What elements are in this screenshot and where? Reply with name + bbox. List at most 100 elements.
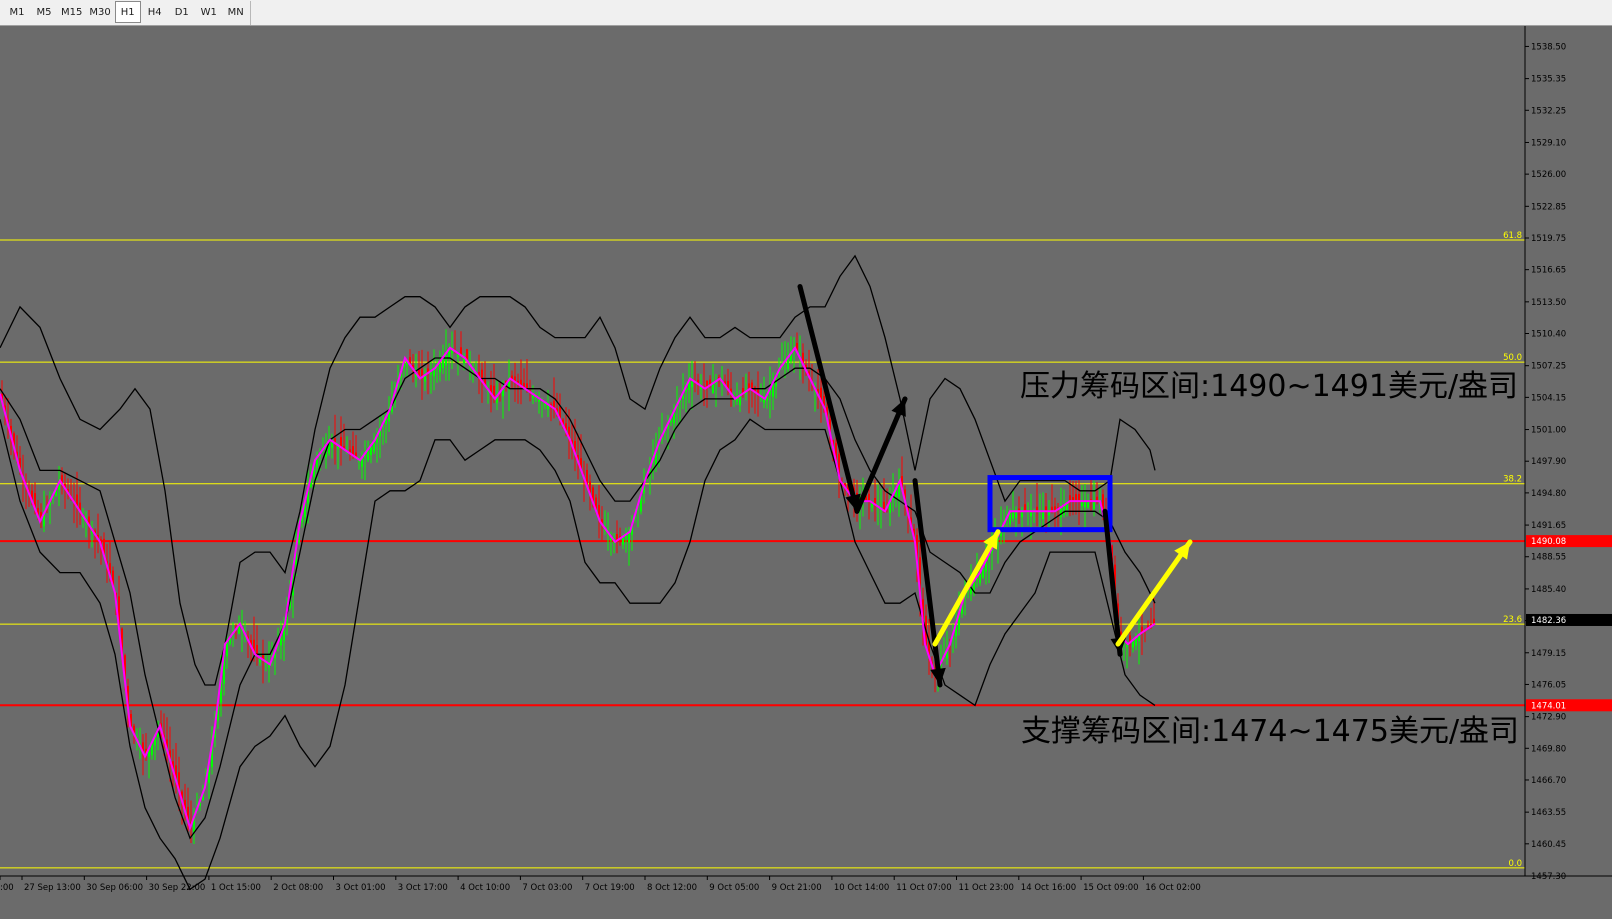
candle-body	[808, 371, 810, 377]
candle-body	[103, 538, 105, 556]
candle-body	[415, 373, 417, 377]
candle-body	[643, 484, 645, 493]
price-axis: 1538.50 1535.35 1532.25 1529.10 1526.00 1522.…	[1524, 26, 1612, 882]
black-trend-arrow-head	[930, 667, 946, 685]
candle-body	[1036, 506, 1038, 512]
candle-body	[991, 548, 993, 553]
candle-body	[250, 640, 252, 647]
timeframe-d1-button[interactable]: D1	[174, 6, 189, 18]
candle-body	[331, 441, 333, 448]
candle-body	[958, 613, 960, 630]
candle-body	[928, 641, 930, 657]
candle-body	[970, 584, 972, 595]
candle-body	[481, 369, 483, 382]
candle-body	[442, 357, 444, 369]
candle-body	[223, 652, 225, 684]
candle-body	[631, 524, 633, 535]
candle-body	[523, 382, 525, 388]
candle-body	[586, 469, 588, 487]
candle-body	[1096, 496, 1098, 502]
price-chart[interactable]: 61.8 50.0 38.2 23.6 0.0 1538.50 1535.35 1532.2…	[0, 26, 1612, 919]
candle-body	[988, 554, 990, 561]
candle-body	[1135, 637, 1137, 646]
time-tick-label: :00	[0, 883, 14, 893]
candle-body	[1084, 501, 1086, 508]
candle-body	[871, 502, 873, 508]
price-tick-label: 1507.25	[1531, 362, 1566, 372]
candle-body	[520, 379, 522, 386]
candle-body	[1009, 511, 1011, 525]
candle-body	[1012, 511, 1014, 519]
candle-body	[463, 357, 465, 364]
time-tick-label: 9 Oct 21:00	[772, 883, 822, 893]
candle-body	[1132, 639, 1134, 648]
candle-body	[874, 498, 876, 505]
candle-body	[256, 644, 258, 656]
price-tick-label: 1526.00	[1531, 170, 1566, 180]
candle-body	[622, 536, 624, 545]
candle-body	[844, 483, 846, 488]
candle-body	[439, 361, 441, 373]
price-tick-label: 1497.90	[1531, 457, 1566, 467]
candle-body	[727, 380, 729, 390]
candle-body	[913, 528, 915, 538]
timeframe-m30-button[interactable]: M30	[89, 6, 111, 18]
candle-body	[43, 513, 45, 527]
candle-body	[424, 375, 426, 382]
candle-body	[559, 406, 561, 420]
price-tick-label: 1494.80	[1531, 489, 1566, 499]
candle-body	[757, 389, 759, 395]
candle-body	[253, 639, 255, 653]
candle-body	[769, 388, 771, 395]
price-tick-label: 1516.65	[1531, 266, 1566, 276]
timeframe-h4-button[interactable]: H4	[147, 6, 162, 18]
time-tick-label: 8 Oct 12:00	[647, 883, 697, 893]
candle-body	[628, 532, 630, 543]
timeframe-h1-button[interactable]: H1	[114, 1, 141, 23]
candle-body	[946, 650, 948, 659]
candle-body	[538, 398, 540, 402]
candle-body	[130, 714, 132, 728]
candle-body	[835, 442, 837, 462]
candle-body	[1021, 511, 1023, 518]
candle-body	[1126, 643, 1128, 647]
consolidation-box	[987, 475, 1113, 533]
candle-body	[1078, 493, 1080, 502]
candle-body	[820, 387, 822, 401]
candle-body	[154, 736, 156, 746]
candle-body	[514, 376, 516, 382]
price-tick-label: 1472.90	[1531, 713, 1566, 723]
timeframe-m1-button[interactable]: M1	[9, 6, 25, 18]
price-tag-label: 1490.08	[1531, 537, 1566, 547]
bollinger-upper-band	[0, 254, 1156, 686]
candle-body	[361, 457, 363, 467]
candle-body	[904, 489, 906, 502]
candle-body	[670, 417, 672, 423]
candle-body	[598, 504, 600, 519]
candle-body	[1069, 495, 1071, 502]
candle-body	[691, 379, 693, 388]
candle-body	[763, 398, 765, 403]
candle-body	[892, 494, 894, 501]
candle-body	[142, 742, 144, 753]
timeframe-mn-button[interactable]: MN	[227, 6, 244, 18]
candle-body	[1093, 501, 1095, 509]
timeframe-m15-button[interactable]: M15	[61, 6, 83, 18]
candle-body	[313, 464, 315, 478]
candle-body	[787, 357, 789, 370]
timeframe-w1-button[interactable]: W1	[200, 6, 217, 18]
candle-body	[1042, 511, 1044, 520]
candle-body	[580, 458, 582, 470]
candle-body	[211, 744, 213, 767]
candle-body	[700, 385, 702, 390]
bollinger-lower-band	[0, 418, 1156, 891]
candle-body	[307, 488, 309, 504]
candle-body	[187, 806, 189, 822]
candle-body	[478, 371, 480, 378]
candle-body	[181, 791, 183, 801]
timeframe-m5-button[interactable]: M5	[36, 6, 52, 18]
candle-body	[298, 528, 300, 543]
price-tick-label: 1522.85	[1531, 202, 1566, 212]
candle-body	[736, 397, 738, 402]
candle-body	[169, 750, 171, 760]
